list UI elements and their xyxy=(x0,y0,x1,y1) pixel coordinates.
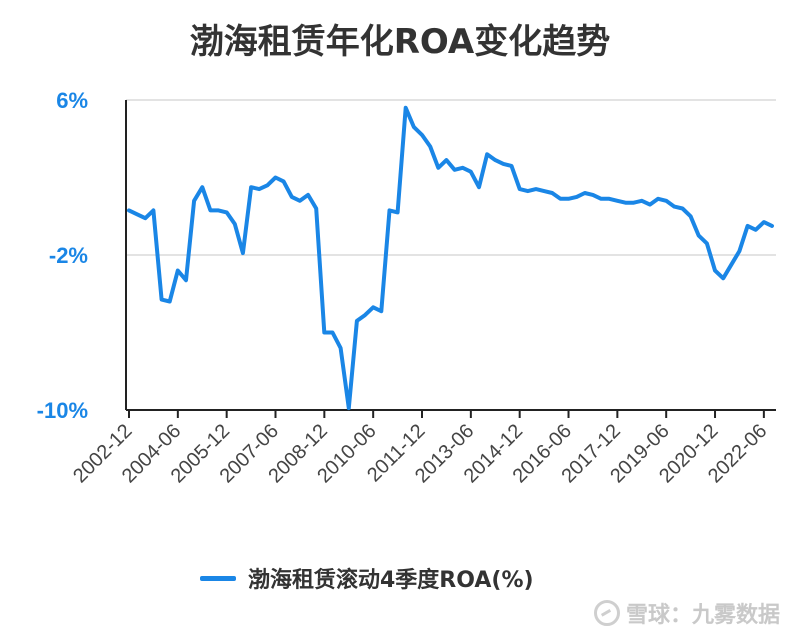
snowball-logo-icon xyxy=(593,600,620,626)
legend[interactable]: 渤海租赁滚动4季度ROA(%) xyxy=(200,558,534,598)
y-tick-labels: 6% -2% -10% xyxy=(37,88,88,423)
roa-line-chart: 6% -2% -10% 2002-122004-062005-122007-0620… xyxy=(37,88,776,487)
chart-title: 渤海租赁年化ROA变化趋势 xyxy=(189,22,611,62)
grid-lines xyxy=(126,99,776,411)
y-tick-label: 6% xyxy=(56,88,88,113)
legend-swatch xyxy=(200,575,236,581)
watermark: 雪球：九雾数据 xyxy=(593,597,780,629)
y-tick-label: -10% xyxy=(37,398,88,423)
y-tick-label: -2% xyxy=(49,243,88,268)
x-tick-labels: 2002-122004-062005-122007-062008-122010-… xyxy=(69,410,771,487)
axes xyxy=(125,100,776,411)
legend-label: 渤海租赁滚动4季度ROA(%) xyxy=(248,568,534,593)
series-layer xyxy=(127,105,774,411)
series-line-roa xyxy=(127,105,774,411)
watermark-text: 雪球：九雾数据 xyxy=(625,603,780,628)
